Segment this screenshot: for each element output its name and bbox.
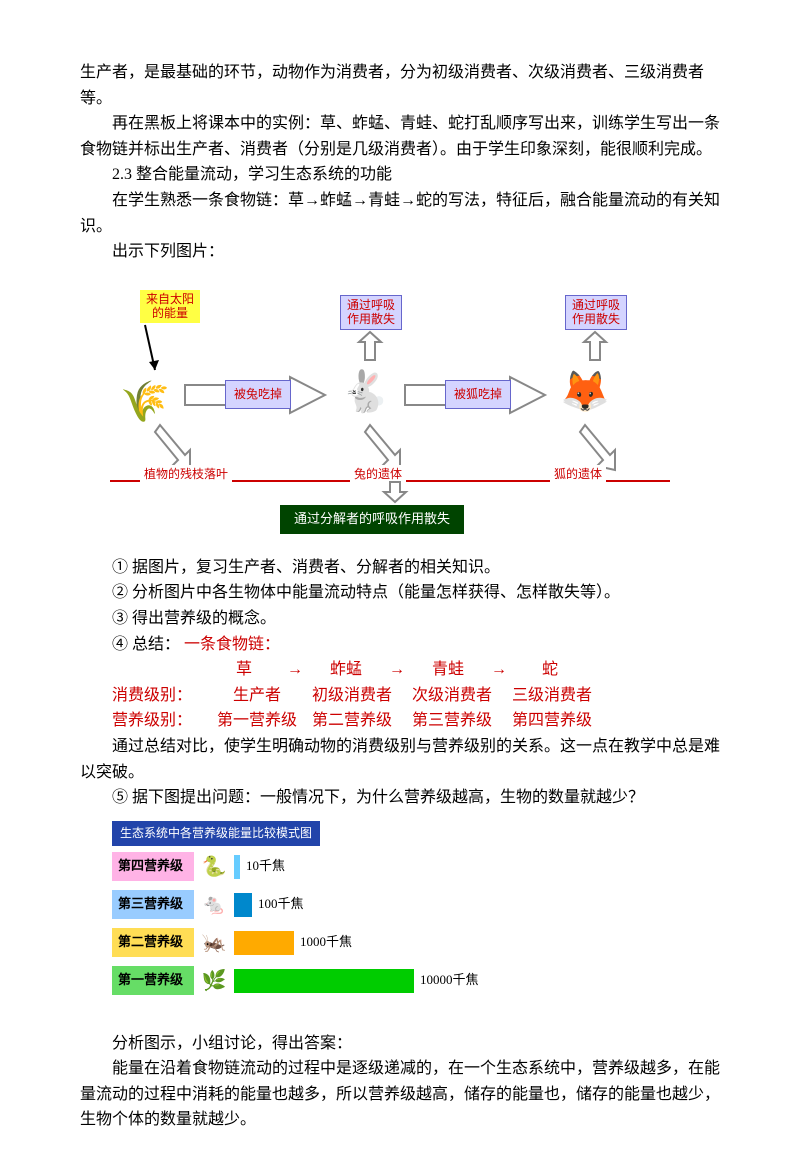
organism-icon: 🐁 (194, 889, 234, 921)
table-row: 消费级别： 生产者 初级消费者 次级消费者 三级消费者 (112, 683, 720, 709)
energy-bar (234, 893, 252, 917)
cell: 第一营养级 (212, 708, 302, 734)
arrow-icon (380, 480, 410, 505)
level-label: 第三营养级 (112, 890, 194, 919)
cell: → (280, 657, 310, 683)
cell: 三级消费者 (502, 683, 602, 709)
cell: 生产者 (212, 683, 302, 709)
pyramid-row: 第三营养级🐁 100千焦 (112, 889, 304, 921)
cell: → (484, 657, 514, 683)
paragraph: 再在黑板上将课本中的实例：草、蚱蜢、青蛙、蛇打乱顺序写出来，训练学生写出一条食物… (80, 111, 720, 162)
paragraph: 在学生熟悉一条食物链：草→蚱蜢→青蛙→蛇的写法，特征后，融合能量流动的有关知识。 (80, 188, 720, 239)
respiration-label: 通过呼吸作用散失 (340, 295, 402, 330)
energy-value: 10千焦 (246, 856, 285, 877)
energy-bar (234, 931, 294, 955)
energy-value: 10000千焦 (420, 970, 479, 991)
sun-label: 来自太阳的能量 (140, 290, 200, 323)
decomposer-label: 通过分解者的呼吸作用散失 (280, 505, 464, 534)
energy-bar (234, 855, 240, 879)
paragraph: 出示下列图片： (80, 239, 720, 265)
level-label: 第一营养级 (112, 966, 194, 995)
diagram-title: 生态系统中各营养级能量比较模式图 (112, 821, 320, 846)
respiration-label: 通过呼吸作用散失 (565, 295, 627, 330)
pyramid-row: 第一营养级🌿 10000千焦 (112, 965, 479, 997)
rabbit-icon: 🐇 (340, 360, 390, 424)
pyramid-row: 第四营养级🐍 10千焦 (112, 851, 285, 883)
cell: 第三营养级 (402, 708, 502, 734)
cell: 第四营养级 (502, 708, 602, 734)
list-item: ① 据图片，复习生产者、消费者、分解者的相关知识。 (80, 555, 720, 581)
energy-pyramid-diagram: 生态系统中各营养级能量比较模式图 第四营养级🐍 10千焦第三营养级🐁 100千焦第二… (112, 821, 492, 1021)
pyramid-row: 第二营养级🦗 1000千焦 (112, 927, 352, 959)
organism-icon: 🦗 (194, 927, 234, 959)
remains-label: 狐的遗体 (550, 465, 606, 484)
summary-table: 草 → 蚱蜢 → 青蛙 → 蛇 消费级别： 生产者 初级消费者 次级消费者 三级… (112, 657, 720, 734)
energy-value: 100千焦 (258, 894, 304, 915)
list-item: ③ 得出营养级的概念。 (80, 606, 720, 632)
energy-bar (234, 969, 414, 993)
eaten-label: 被狐吃掉 (445, 380, 511, 409)
cell: → (382, 657, 412, 683)
cell: 蚱蜢 (310, 657, 382, 683)
level-label: 第四营养级 (112, 852, 194, 881)
eaten-label: 被兔吃掉 (225, 380, 291, 409)
paragraph: 能量在沿着食物链流动的过程中是逐级递减的，在一个生态系统中，营养级越多，在能量流… (80, 1056, 720, 1133)
table-row: 草 → 蚱蜢 → 青蛙 → 蛇 (208, 657, 720, 683)
energy-flow-diagram: 来自太阳的能量 🌾 🐇 🦊 被兔吃掉 被狐吃掉 通过呼吸作用散失 通过呼吸作用散… (80, 280, 720, 540)
cell: 青蛙 (412, 657, 484, 683)
section-heading: 2.3 整合能量流动，学习生态系统的功能 (80, 162, 720, 188)
cell: 次级消费者 (402, 683, 502, 709)
cell: 初级消费者 (302, 683, 402, 709)
organism-icon: 🐍 (194, 851, 234, 883)
cell: 蛇 (514, 657, 586, 683)
paragraph: 生产者，是最基础的环节，动物作为消费者，分为初级消费者、次级消费者、三级消费者等… (80, 60, 720, 111)
chain-label: 一条食物链： (184, 636, 280, 653)
cell: 草 (208, 657, 280, 683)
document-page: 生产者，是最基础的环节，动物作为消费者，分为初级消费者、次级消费者、三级消费者等… (0, 0, 800, 1173)
fox-icon: 🦊 (560, 360, 610, 424)
level-label: 第二营养级 (112, 928, 194, 957)
arrow-icon (355, 330, 385, 365)
paragraph: 通过总结对比，使学生明确动物的消费级别与营养级别的关系。这一点在教学中总是难以突… (80, 734, 720, 785)
energy-value: 1000千焦 (300, 932, 352, 953)
list-item: ② 分析图片中各生物体中能量流动特点（能量怎样获得、怎样散失等）。 (80, 580, 720, 606)
cell: 消费级别： (112, 683, 212, 709)
cell: 营养级别： (112, 708, 212, 734)
organism-icon: 🌿 (194, 965, 234, 997)
list-item: ⑤ 据下图提出问题：一般情况下，为什么营养级越高，生物的数量就越少？ (80, 785, 720, 811)
list-item: ④ 总结： 一条食物链： (80, 632, 720, 658)
table-row: 营养级别： 第一营养级 第二营养级 第三营养级 第四营养级 (112, 708, 720, 734)
arrow-icon (580, 330, 610, 365)
paragraph: 分析图示，小组讨论，得出答案： (80, 1031, 720, 1057)
remains-label: 植物的残枝落叶 (140, 465, 232, 484)
cell: 第二营养级 (302, 708, 402, 734)
